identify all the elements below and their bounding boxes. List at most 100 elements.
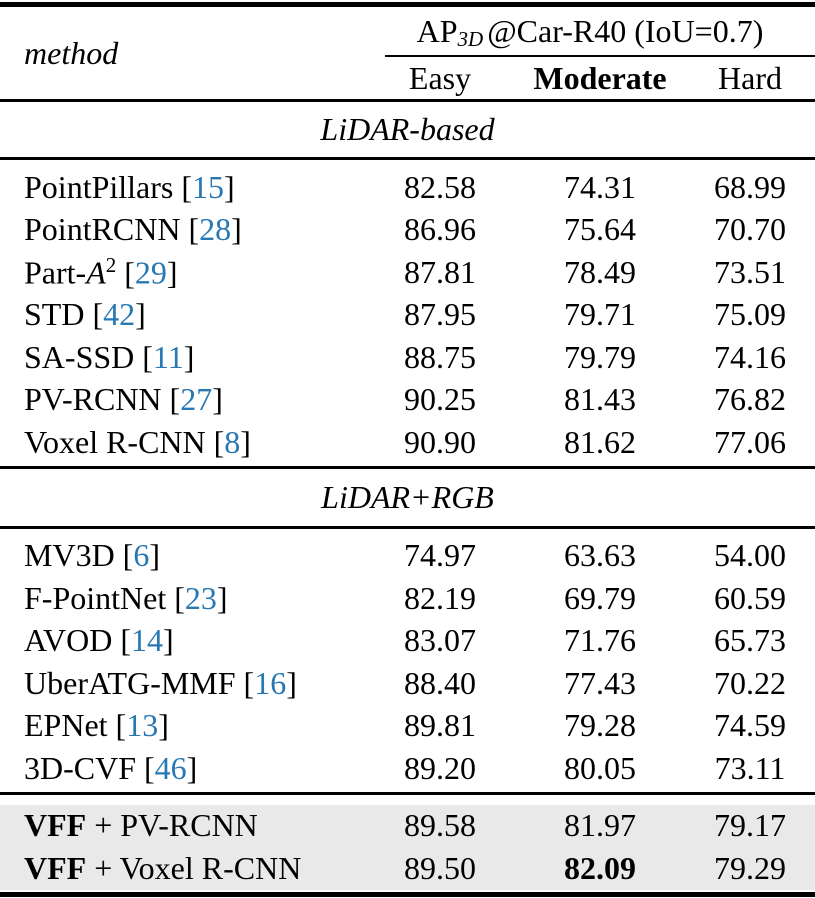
cite-bracket-open: [: [243, 664, 255, 701]
citation-link[interactable]: 15: [192, 168, 225, 205]
moderate-value: 75.64: [564, 211, 636, 248]
method-name: UberATG-MMF: [24, 664, 236, 701]
column-header-hard: Hard: [718, 59, 782, 96]
hard-value: 75.09: [714, 296, 786, 333]
moderate-value: 77.43: [564, 664, 636, 701]
spacer: [0, 795, 815, 805]
section-rule: [0, 157, 815, 160]
citation-link[interactable]: 27: [180, 381, 213, 418]
hard-value: 73.11: [714, 749, 786, 786]
hard-value: 79.29: [714, 849, 786, 886]
cite-bracket-close: ]: [286, 664, 297, 701]
header-bottom-rule: [0, 99, 815, 102]
method-name: EPNet: [24, 707, 108, 744]
method-cell: PV-RCNN [27]: [0, 381, 365, 418]
cite-bracket-close: ]: [162, 622, 174, 659]
table-bottom-rule: [0, 891, 815, 897]
method-cell: PointPillars [15]: [0, 169, 365, 206]
cite-bracket-close: ]: [158, 707, 169, 744]
moderate-value: 80.05: [564, 749, 636, 786]
method-cell: VFF + Voxel R-CNN: [0, 850, 365, 887]
easy-value: 88.40: [404, 664, 476, 701]
method-column-header: method: [0, 7, 365, 99]
method-cell: SA-SSD [11]: [0, 339, 365, 376]
table-row: PV-RCNN [27] 90.25 81.43 76.82: [0, 379, 815, 422]
citation-link[interactable]: 42: [103, 296, 136, 333]
method-superscript: 2: [105, 252, 117, 277]
table-row-vff-pvrcnn: VFF + PV-RCNN 89.58 81.97 79.17: [0, 805, 815, 848]
method-name: STD: [24, 296, 85, 333]
citation-link[interactable]: 46: [154, 749, 187, 786]
method-cell: AVOD [14]: [0, 622, 365, 659]
cite-bracket-close: ]: [186, 749, 198, 786]
hard-value: 74.59: [714, 707, 786, 744]
citation-link[interactable]: 29: [134, 254, 167, 291]
moderate-value: 81.97: [564, 807, 636, 844]
table-top-rule: [0, 2, 815, 7]
cite-bracket-close: ]: [240, 423, 251, 460]
easy-value: 89.81: [404, 707, 476, 744]
metric-prefix: AP: [416, 12, 458, 49]
citation-link[interactable]: 8: [224, 423, 241, 460]
cite-bracket-close: ]: [231, 211, 242, 248]
cite-bracket-close: ]: [166, 254, 178, 291]
cite-bracket-close: ]: [212, 381, 223, 418]
citation-link[interactable]: 23: [184, 579, 217, 616]
cite-bracket-open: [: [174, 579, 185, 616]
column-header-easy: Easy: [408, 59, 472, 96]
method-header-label: method: [24, 34, 119, 71]
cite-bracket-open: [: [124, 254, 135, 291]
easy-value: 89.20: [404, 749, 476, 786]
hard-value: 70.22: [714, 664, 786, 701]
hard-value: 70.70: [714, 211, 786, 248]
cite-bracket-open: [: [181, 168, 193, 205]
method-cell: Voxel R-CNN [8]: [0, 424, 365, 461]
pre-highlight-rule: [0, 791, 815, 795]
method-math: A: [86, 254, 106, 291]
section-rule: [0, 465, 815, 469]
easy-value: 82.58: [404, 168, 476, 205]
section-title-lidar-rgb: LiDAR+RGB: [321, 478, 494, 515]
easy-value: 82.19: [404, 579, 476, 616]
citation-link[interactable]: 16: [254, 664, 287, 701]
table-row-vff-voxelrcnn: VFF + Voxel R-CNN 89.50 82.09 79.29: [0, 847, 815, 890]
hard-value: 74.16: [714, 338, 786, 375]
table-row: UberATG-MMF [16] 88.40 77.43 70.22: [0, 662, 815, 705]
metric-subscript: 3D: [457, 26, 484, 51]
moderate-value: 81.62: [564, 423, 636, 460]
citation-link[interactable]: 13: [126, 707, 159, 744]
table-row: Part-A2 [29] 87.81 78.49 73.51: [0, 251, 815, 294]
moderate-value-best: 82.09: [564, 849, 636, 886]
citation-link[interactable]: 28: [199, 211, 232, 248]
easy-value: 89.58: [404, 807, 476, 844]
cite-bracket-open: [: [213, 423, 225, 460]
citation-link[interactable]: 6: [133, 537, 150, 574]
table-row: STD [42] 87.95 79.71 75.09: [0, 294, 815, 337]
method-cell: F-PointNet [23]: [0, 580, 365, 617]
cite-bracket-open: [: [144, 749, 155, 786]
moderate-value: 71.76: [564, 622, 636, 659]
method-cell: 3D-CVF [46]: [0, 750, 365, 787]
method-cell: UberATG-MMF [16]: [0, 665, 365, 702]
table-row: PointPillars [15] 82.58 74.31 68.99: [0, 166, 815, 209]
table-row: MV3D [6] 74.97 63.63 54.00: [0, 535, 815, 578]
hard-value: 76.82: [714, 381, 786, 418]
easy-value: 86.96: [404, 211, 476, 248]
method-name-bold: VFF: [24, 807, 87, 844]
method-name: PointRCNN: [24, 211, 181, 248]
method-cell: VFF + PV-RCNN: [0, 807, 365, 844]
cite-bracket-close: ]: [135, 296, 146, 333]
method-cell: STD [42]: [0, 296, 365, 333]
cite-bracket-open: [: [92, 296, 104, 333]
citation-link[interactable]: 14: [130, 622, 163, 659]
method-cell: PointRCNN [28]: [0, 211, 365, 248]
cite-bracket-close: ]: [216, 579, 228, 616]
moderate-value: 81.43: [564, 381, 636, 418]
citation-link[interactable]: 11: [152, 338, 184, 375]
easy-value: 88.75: [404, 338, 476, 375]
moderate-value: 79.28: [564, 707, 636, 744]
method-name: F-PointNet: [24, 579, 167, 616]
moderate-value: 74.31: [564, 168, 636, 205]
metric-group-rule: [385, 55, 815, 57]
cite-bracket-open: [: [142, 338, 153, 375]
